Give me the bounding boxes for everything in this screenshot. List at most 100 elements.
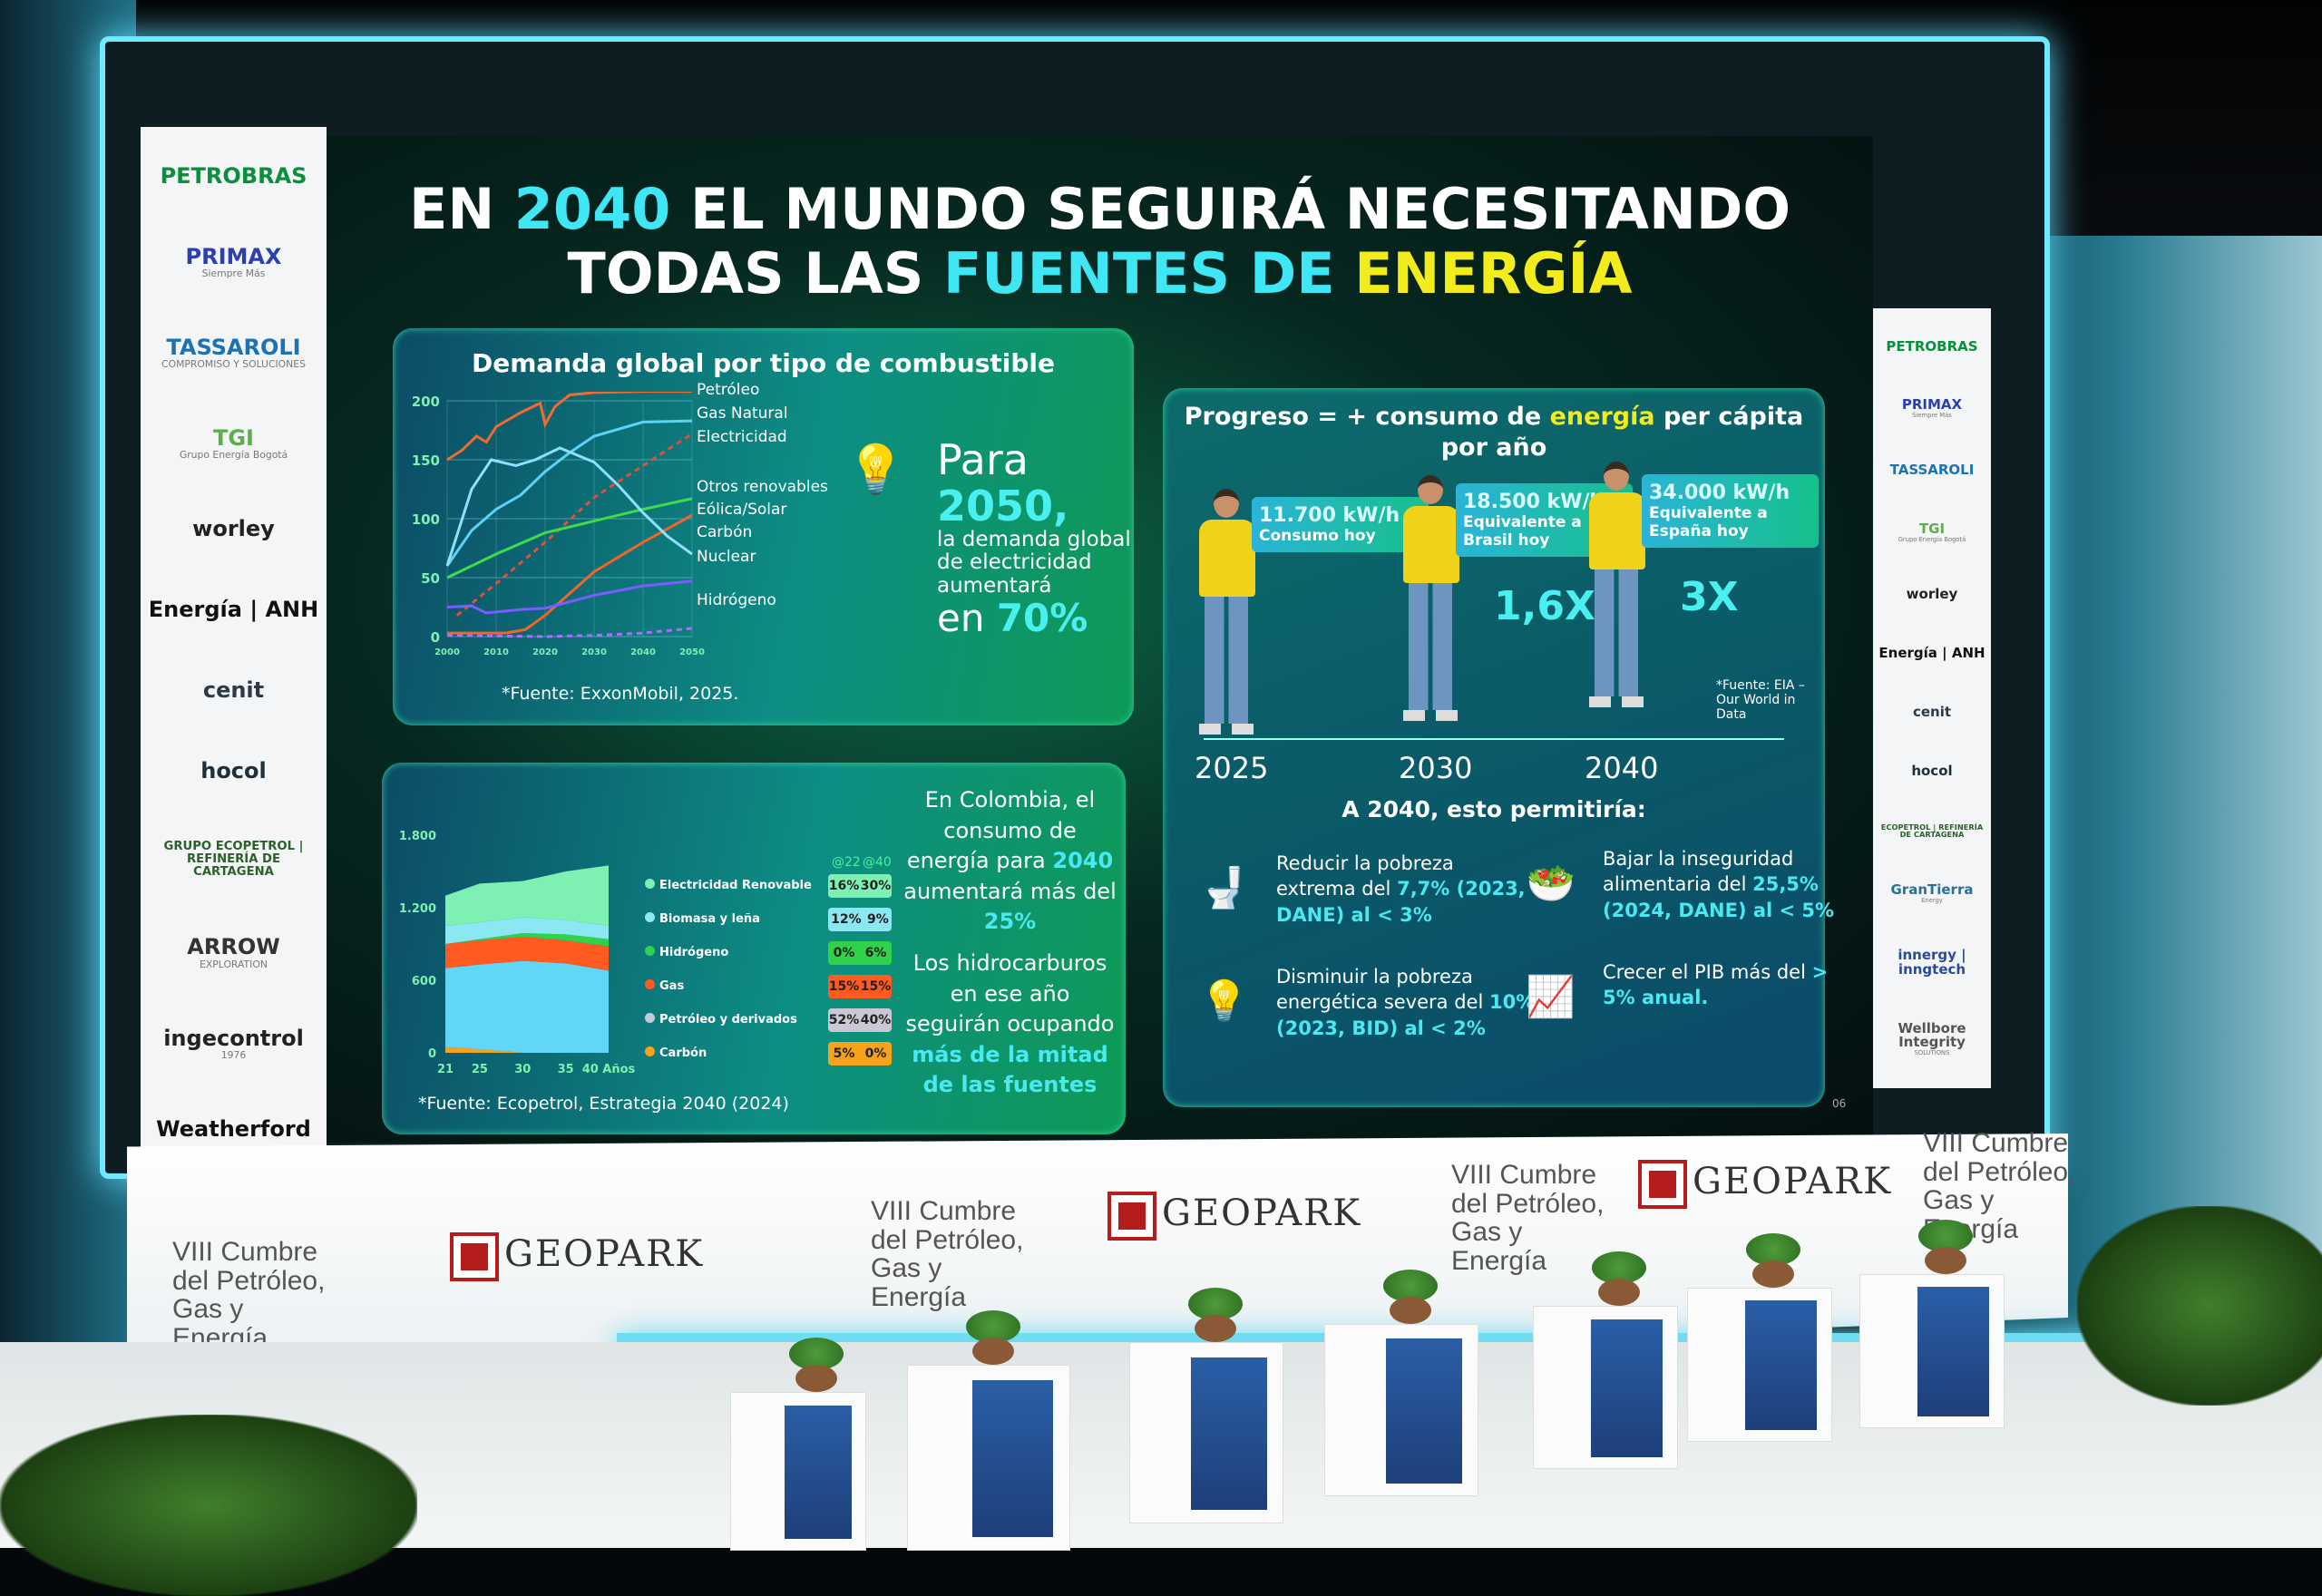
sponsor-logo: hocol	[1911, 764, 1952, 779]
plant-pot	[1390, 1297, 1431, 1324]
y-tick-label: 200	[412, 394, 440, 410]
sponsor-tagline: Siempre Más	[201, 267, 266, 279]
legend-entry: Petróleo	[697, 381, 760, 399]
sponsor-name: TGI	[212, 425, 254, 452]
callout-line: Para	[937, 435, 1029, 484]
slide-title: EN 2040 EL MUNDO SEGUIRÁ NECESITANDO TOD…	[327, 177, 1873, 307]
area-electricidad-renovable	[445, 865, 609, 926]
podium-screen	[785, 1405, 853, 1539]
share-2040: 15%	[860, 979, 892, 994]
item-text: Reducir la pobreza extrema del	[1276, 852, 1454, 900]
sponsor-name: PETROBRAS	[1886, 337, 1978, 355]
sponsor-logo: GRUPO ECOPETROL | REFINERÍA DE CARTAGENA	[146, 841, 321, 879]
benefit-item: Crecer el PIB más del > 5% anual.	[1603, 959, 1866, 1011]
sponsor-logo: Wellbore Integrity SOLUTIONS	[1878, 1019, 1985, 1057]
figure-shoes	[1589, 696, 1644, 707]
benefit-item: Reducir la pobreza extrema del 7,7% (202…	[1276, 851, 1539, 928]
geopark-text: GEOPARK	[1162, 1192, 1362, 1234]
title-highlight: energía	[1549, 403, 1655, 431]
plant-pot	[1752, 1260, 1794, 1288]
area-petr-leo-y-derivados	[445, 960, 609, 1053]
subtitle: A 2040, esto permitiría:	[1341, 796, 1646, 822]
year-label: 2030	[1399, 751, 1473, 785]
source-note: *Fuente: ExxonMobil, 2025.	[502, 684, 739, 704]
plant-pot	[1598, 1279, 1640, 1306]
highlight: 2040	[1052, 848, 1114, 874]
sponsor-name: GranTierra	[1890, 881, 1974, 899]
cumbre-logo: VIII Cumbre del Petróleo, Gas y Energía	[871, 1197, 1034, 1311]
item-highlight: 10% (2023, BID) al < 2%	[1276, 991, 1536, 1039]
sponsor-tagline: COMPROMISO Y SOLUCIONES	[161, 358, 306, 371]
sponsor-name: worley	[192, 516, 275, 542]
podium	[1533, 1306, 1678, 1469]
x-tick-label: 2040	[630, 647, 656, 657]
item-text: Disminuir la pobreza energética severa d…	[1276, 966, 1489, 1014]
consumption-label: Equivalente a Brasil hoy	[1463, 513, 1582, 550]
geopark-icon	[450, 1232, 499, 1281]
legend-entry: Biomasa y leña	[645, 912, 760, 926]
benefit-item: Disminuir la pobreza energética severa d…	[1276, 964, 1539, 1041]
legend-dot	[645, 946, 655, 956]
sponsor-logo: TGI Grupo Energía Bogotá	[180, 427, 288, 461]
legend-dot	[645, 1046, 655, 1056]
sponsor-name: ARROW	[187, 934, 280, 960]
cumbre-text: VIII Cumbre del Petróleo, Gas y Energía	[871, 1196, 1024, 1312]
sponsor-name: hocol	[200, 758, 267, 784]
legend-entry: Gas	[645, 979, 684, 993]
benefit-item: Bajar la inseguridad alimentaria del 25,…	[1603, 846, 1866, 923]
figure-shirt	[1199, 520, 1255, 597]
x-tick-label: 30	[514, 1063, 531, 1076]
panel-title: Demanda global por tipo de combustible	[472, 348, 1055, 378]
podium	[1324, 1324, 1478, 1496]
legend-entry: Electricidad Renovable	[645, 879, 812, 892]
figure-head	[1604, 462, 1629, 491]
series-line-nuclear	[446, 579, 693, 615]
sponsor-tagline: SOLUTIONS	[1914, 1049, 1950, 1057]
sponsor-logo: Energía | ANH	[1878, 646, 1985, 661]
sponsor-name: worley	[1906, 586, 1958, 603]
cumbre-logo: VIII Cumbre del Petróleo, Gas y Energía	[1451, 1161, 1615, 1275]
callout-percent: 70%	[996, 596, 1088, 641]
legend-label: Gas	[659, 979, 685, 993]
sponsor-name: Wellbore Integrity	[1898, 1019, 1966, 1051]
share-2022: 52%	[828, 1013, 860, 1027]
series-line-electricidad	[455, 433, 693, 617]
item-highlight: > 5% anual.	[1603, 961, 1829, 1009]
share-2022: 16%	[828, 879, 860, 893]
series-line-otros-renovables	[446, 497, 693, 579]
legend-entry: Hidrógeno	[645, 946, 728, 959]
share-chip: 16% 30%	[828, 874, 892, 898]
year-label: 2040	[1585, 751, 1659, 785]
food-security-icon: 🥗	[1526, 861, 1576, 907]
share-2022: 15%	[828, 979, 860, 994]
sponsor-logo: PETROBRAS	[160, 162, 307, 189]
podium	[1859, 1274, 2005, 1428]
sponsor-name: ECOPETROL | REFINERÍA DE CARTAGENA	[1880, 822, 1984, 840]
podium-screen	[1917, 1287, 1990, 1417]
figure-shoes	[1199, 724, 1254, 735]
text: Los hidrocarburos en ese año seguirán oc…	[905, 950, 1115, 1037]
sponsor-name: TASSAROLI	[166, 335, 301, 360]
sponsor-logo: worley	[192, 518, 275, 540]
y-tick-label: 0	[431, 629, 440, 646]
share-chip: 52% 40%	[828, 1008, 892, 1032]
sponsor-column-left: PETROBRAS PRIMAX Siempre Más TASSAROLI COMPR…	[141, 127, 327, 1179]
legend-entry: Eólica/Solar	[697, 501, 787, 519]
sponsor-logo: TASSAROLI COMPROMISO Y SOLUCIONES	[161, 335, 306, 371]
title-text: Progreso = + consumo de	[1184, 403, 1550, 431]
presentation-slide: EN 2040 EL MUNDO SEGUIRÁ NECESITANDO TOD…	[327, 136, 1873, 1143]
global-demand-line-chart: 0 50 100 150 200 2000 2010 2020 2030 2040 2050	[412, 392, 705, 657]
podium-screen	[1191, 1357, 1268, 1511]
title-highlight: FUENTES DE	[942, 240, 1355, 307]
sponsor-name: innergy | inngtech	[1898, 947, 1966, 978]
column-header-40: @40	[863, 855, 892, 870]
title-year: 2040	[513, 176, 671, 242]
legend-entry: Gas Natural	[697, 404, 788, 423]
panel-title: Progreso = + consumo de energía per cápi…	[1163, 402, 1825, 463]
x-tick-label: 21	[437, 1063, 454, 1076]
legend-dot	[645, 979, 655, 989]
legend-entry: Petróleo y derivados	[645, 1013, 797, 1027]
sponsor-logo: hocol	[200, 760, 267, 783]
sponsor-name: PETROBRAS	[160, 162, 307, 189]
plant-icon	[1914, 1220, 1977, 1274]
